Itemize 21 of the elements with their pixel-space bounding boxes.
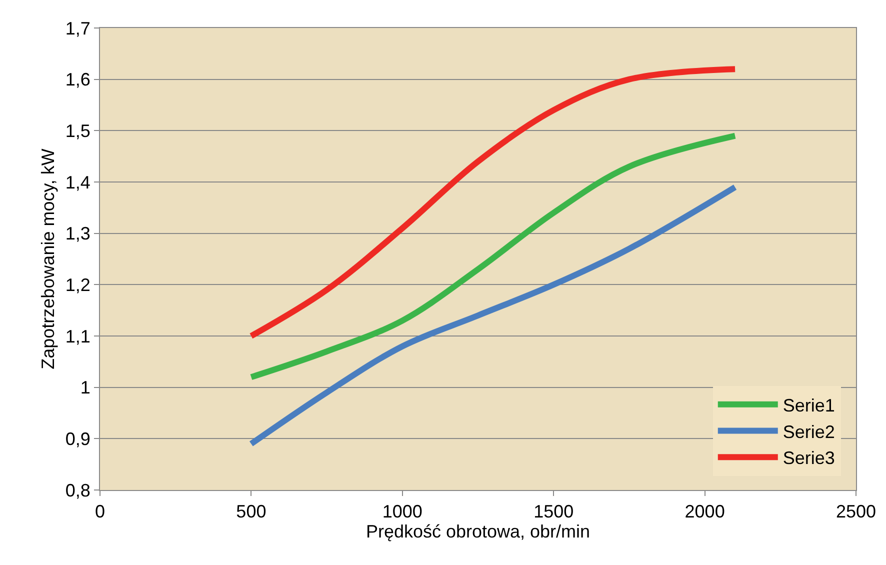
y-tick-label: 1 <box>80 378 90 398</box>
x-tick-label: 1500 <box>534 502 574 522</box>
x-tick-label: 0 <box>94 502 106 522</box>
x-tick-label: 500 <box>236 502 266 522</box>
x-tick-label: 2500 <box>836 502 876 522</box>
y-tick-label: 0,9 <box>65 428 90 449</box>
y-tick-label: 1,4 <box>65 172 90 192</box>
y-tick-label: 1,7 <box>65 18 90 38</box>
y-tick-label: 1,6 <box>65 70 90 90</box>
y-axis-title: Zapotrzebowanie mocy, kW <box>38 148 58 370</box>
y-tick-label: 1,5 <box>65 120 90 141</box>
x-axis-title: Prędkość obrotowa, obr/min <box>366 522 590 542</box>
legend-label: Serie2 <box>782 422 835 442</box>
y-tick-label: 1,1 <box>65 326 90 346</box>
y-tick-label: 1,2 <box>65 274 90 295</box>
y-tick-label: 0,8 <box>65 480 90 500</box>
x-tick-label: 1000 <box>382 502 422 522</box>
x-tick-label: 2000 <box>684 502 725 522</box>
y-tick-label: 1,3 <box>65 224 90 244</box>
legend-label: Serie3 <box>782 448 835 468</box>
legend-label: Serie1 <box>782 395 835 416</box>
